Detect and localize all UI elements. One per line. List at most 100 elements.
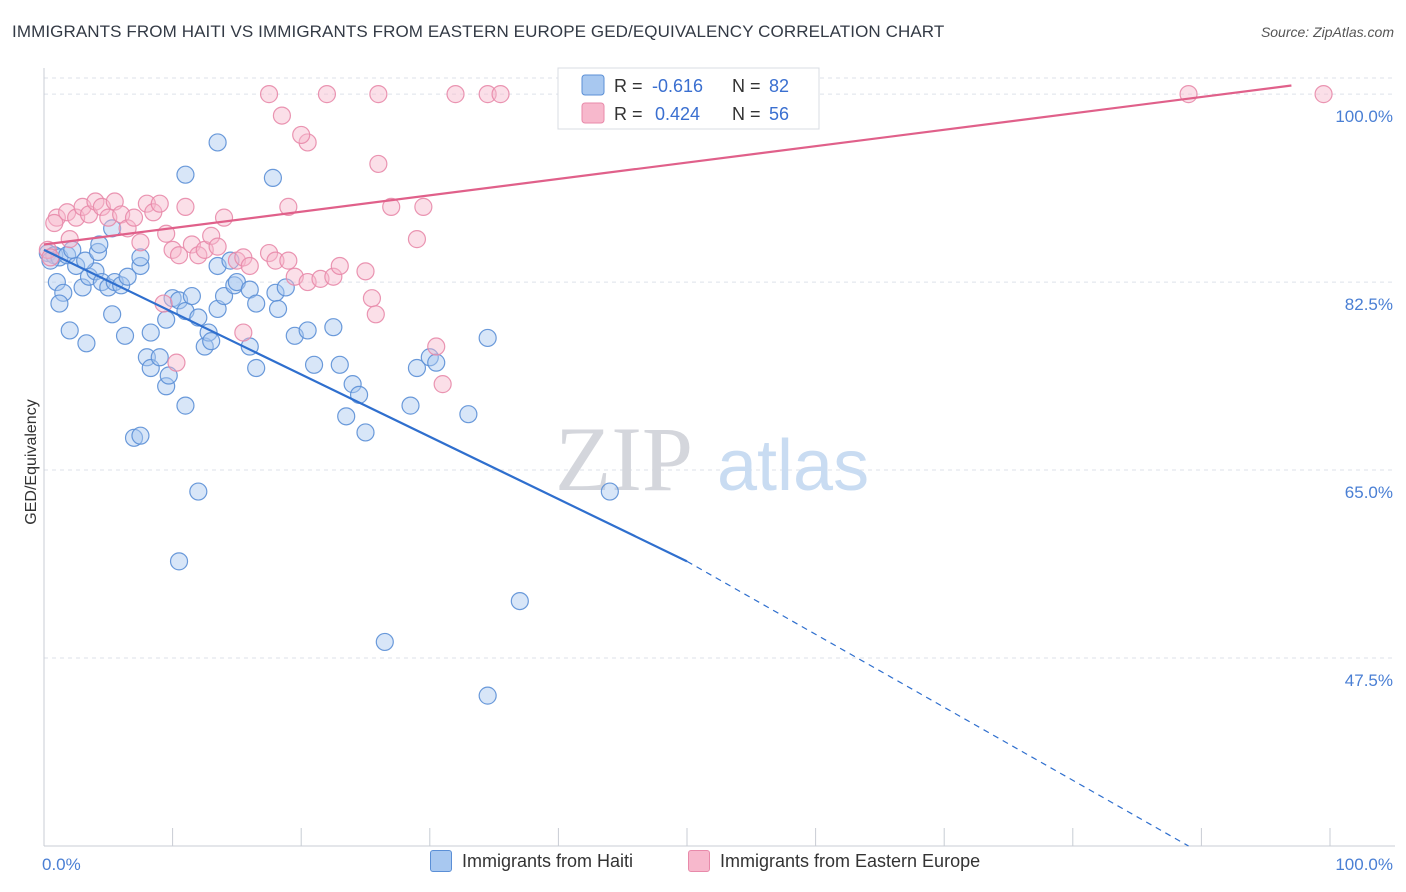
data-point-haiti [137,348,156,367]
bottom-legend-swatch-eastern-europe [688,850,710,872]
y-axis-label: GED/Equivalency [23,399,40,524]
data-point-eastern-europe [176,197,195,216]
legend-r-value-eastern-europe: 0.424 [655,104,700,124]
tick-labels: 47.5% 65.0% 82.5% 100.0% 0.0% 100.0% [42,107,1393,874]
trend-line-eastern-europe [43,84,1292,246]
data-point-eastern-europe [208,237,227,256]
data-point-haiti [298,321,317,340]
legend-swatch-haiti [581,74,605,96]
data-point-haiti [118,267,137,286]
bottom-legend-item-haiti[interactable]: Immigrants from Haiti [430,850,633,872]
data-point-eastern-europe [1314,85,1333,104]
data-point-eastern-europe [366,305,385,324]
data-point-eastern-europe [279,197,298,216]
y-axis-label-group: GED/Equivalency [23,399,40,524]
gridlines [44,77,1395,659]
y-tick-label: 82.5% [1345,295,1393,314]
data-point-haiti [478,328,497,348]
data-point-eastern-europe [266,251,285,270]
data-point-haiti [157,310,176,329]
data-point-eastern-europe [427,337,446,356]
watermark: ZIP atlas [555,408,869,510]
bottom-legend: Immigrants from Haiti Immigrants from Ea… [0,850,1406,880]
data-point-haiti [401,396,420,415]
data-point-haiti [90,235,109,254]
data-point-haiti [50,294,69,313]
data-point-haiti [427,353,446,372]
data-point-haiti [268,299,288,319]
data-point-eastern-europe [292,125,311,145]
data-point-eastern-europe [41,248,60,267]
legend-n-label-haiti: N = [732,76,761,96]
data-point-eastern-europe [324,267,343,286]
data-point-haiti [304,355,324,374]
data-point-haiti [263,168,283,187]
data-point-haiti [330,355,349,374]
data-point-haiti [182,286,201,306]
x-tick-label-max: 100.0% [1335,855,1393,874]
data-point-eastern-europe [150,194,169,213]
y-tick-label: 47.5% [1345,671,1393,690]
data-point-eastern-europe [259,243,279,263]
y-tick-label: 65.0% [1345,483,1393,502]
data-point-eastern-europe [60,230,79,249]
data-point-haiti [407,358,427,378]
data-point-haiti [77,334,96,353]
data-point-eastern-europe [240,256,259,276]
bottom-legend-label-haiti: Immigrants from Haiti [462,850,634,871]
data-point-eastern-europe [446,85,465,104]
data-point-eastern-europe [131,233,150,252]
data-point-haiti [88,242,108,262]
source-label: Source: ZipAtlas.com [1260,24,1394,40]
data-point-eastern-europe [45,213,64,233]
watermark-zip: ZIP [555,408,693,510]
bottom-legend-item-eastern-europe[interactable]: Immigrants from Eastern Europe [688,850,980,872]
axes [43,68,1395,847]
data-point-haiti [176,165,195,184]
data-point-eastern-europe [169,246,189,265]
data-point-haiti [478,686,497,705]
data-point-haiti [247,294,266,313]
trend-line-haiti [43,248,688,563]
legend-r-label-eastern-europe: R = [614,104,643,124]
legend-n-value-haiti: 82 [769,76,789,96]
y-tick-label: 100.0% [1335,107,1393,126]
data-point-haiti [54,283,73,302]
data-point-eastern-europe [202,226,221,245]
data-point-eastern-europe [382,197,401,216]
data-point-haiti [343,375,362,394]
data-point-eastern-europe [362,289,382,308]
data-point-haiti [189,482,208,501]
data-point-haiti [202,332,221,351]
data-point-eastern-europe [214,208,234,227]
data-point-eastern-europe [279,251,298,270]
bottom-legend-swatch-haiti [430,850,452,872]
data-point-eastern-europe [167,353,186,372]
data-point-eastern-europe [369,154,388,174]
data-point-haiti [208,133,227,152]
legend-n-label-eastern-europe: N = [732,104,761,124]
data-point-haiti [324,318,343,337]
data-point-haiti [60,321,79,340]
data-point-eastern-europe [356,262,375,281]
data-point-haiti [131,426,150,445]
data-point-haiti [337,407,356,426]
chart-title: IMMIGRANTS FROM HAITI VS IMMIGRANTS FROM… [12,22,945,41]
data-point-haiti [141,323,160,342]
data-point-haiti [103,305,122,324]
data-points [38,85,1333,705]
trend-line-haiti-extension [686,560,1189,847]
data-point-haiti [157,377,176,396]
data-point-eastern-europe [124,208,144,227]
data-point-eastern-europe [414,197,433,216]
data-point-eastern-europe [491,85,510,104]
legend-r-label-haiti: R = [614,76,643,96]
x-tick-label-min: 0.0% [42,855,81,874]
data-point-eastern-europe [259,85,279,104]
data-point-haiti [115,326,135,345]
data-point-eastern-europe [298,133,317,152]
data-point-eastern-europe [317,85,337,104]
data-point-haiti [131,248,150,267]
data-point-haiti [600,482,619,501]
